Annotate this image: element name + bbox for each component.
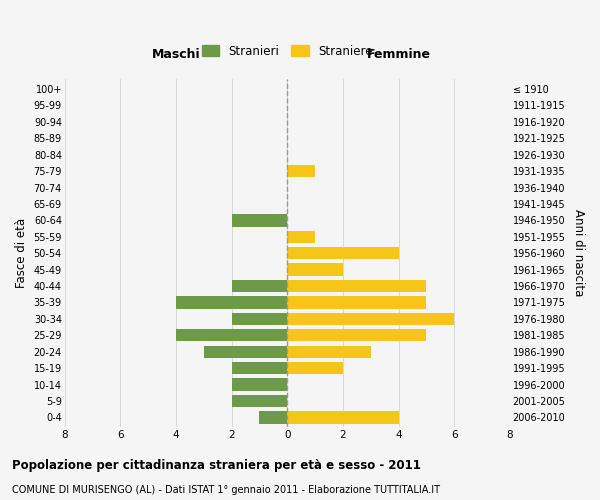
Bar (232, 378, 287, 390)
Bar (287, 346, 371, 358)
Bar (287, 165, 315, 177)
Bar (287, 296, 427, 308)
Bar (259, 411, 287, 424)
Text: Popolazione per cittadinanza straniera per età e sesso - 2011: Popolazione per cittadinanza straniera p… (12, 460, 421, 472)
Bar (287, 329, 427, 342)
Bar (232, 214, 287, 226)
Bar (232, 280, 287, 292)
Y-axis label: Anni di nascita: Anni di nascita (572, 210, 585, 297)
Bar (287, 280, 427, 292)
Bar (287, 264, 343, 276)
Bar (287, 247, 398, 260)
Bar (176, 296, 287, 308)
Bar (287, 362, 343, 374)
Bar (232, 395, 287, 407)
Legend: Stranieri, Straniere: Stranieri, Straniere (197, 40, 378, 62)
Bar (287, 312, 454, 325)
Bar (176, 329, 287, 342)
Text: Femmine: Femmine (367, 48, 431, 61)
Bar (232, 312, 287, 325)
Bar (287, 411, 398, 424)
Y-axis label: Fasce di età: Fasce di età (15, 218, 28, 288)
Bar (204, 346, 287, 358)
Text: Maschi: Maschi (152, 48, 200, 61)
Bar (287, 230, 315, 243)
Bar (232, 362, 287, 374)
Text: COMUNE DI MURISENGO (AL) - Dati ISTAT 1° gennaio 2011 - Elaborazione TUTTITALIA.: COMUNE DI MURISENGO (AL) - Dati ISTAT 1°… (12, 485, 440, 495)
